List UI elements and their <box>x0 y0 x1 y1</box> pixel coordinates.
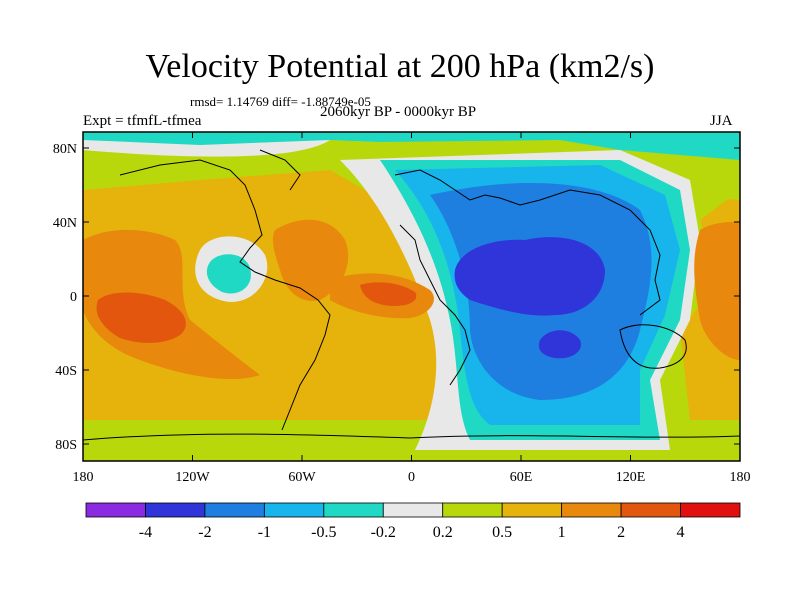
lat-label: 0 <box>70 290 77 305</box>
colorbar-label: 1 <box>558 524 566 541</box>
plot-title: Velocity Potential at 200 hPa (km2/s) <box>145 48 655 85</box>
colorbar-swatch <box>382 502 444 518</box>
lon-label: 180 <box>730 470 751 485</box>
colorbar-swatch <box>323 502 384 518</box>
latitude-axis: 80N 40N 0 40S 80S <box>53 142 740 453</box>
colorbar-swatch <box>263 502 325 518</box>
colorbar-swatch <box>561 502 622 518</box>
indian-ocean-neg2 <box>538 330 581 359</box>
eurasia-coast <box>394 169 661 316</box>
lon-label: 0 <box>408 470 415 485</box>
colorbar-label: -1 <box>258 524 271 541</box>
colorbar-label: 4 <box>677 524 685 541</box>
rmsd-diff-stats: rmsd= 1.14769 diff= -1.88749e-05 <box>190 94 371 109</box>
asia-neg2 <box>454 237 605 316</box>
colorbar-swatch <box>442 502 503 518</box>
colorbar-label: 2 <box>617 524 625 541</box>
lon-label: 60E <box>510 470 533 485</box>
coastlines <box>83 149 740 441</box>
season-label: JJA <box>710 113 733 129</box>
colorbar-swatch <box>680 502 741 518</box>
colorbar-swatch <box>145 502 206 518</box>
contour-field <box>83 132 740 461</box>
pacific-pos4 <box>96 292 186 343</box>
colorbar: -4 -2 -1 -0.5 -0.2 0.2 0.5 1 2 4 <box>85 502 741 541</box>
atlantic-pos4 <box>360 282 417 306</box>
colorbar-label: -0.2 <box>371 524 396 541</box>
longitude-axis: 180 120W 60W 0 60E 120E 180 <box>73 132 751 485</box>
colorbar-swatch <box>85 502 146 518</box>
americas-coast <box>119 159 331 431</box>
lat-label: 80S <box>55 438 77 453</box>
colorbar-label: 0.2 <box>433 524 453 541</box>
colorbar-swatch <box>501 502 563 518</box>
lon-label: 120W <box>175 470 210 485</box>
lat-label: 40N <box>53 216 77 231</box>
antarctica-coast <box>83 433 740 441</box>
lon-label: 180 <box>73 470 94 485</box>
lon-label: 60W <box>288 470 316 485</box>
australia-coast <box>619 324 687 369</box>
colorbar-label: 0.5 <box>492 524 512 541</box>
colorbar-swatch <box>204 502 265 518</box>
band-north-neg02 <box>83 132 740 160</box>
greenland-coast <box>259 149 301 191</box>
colorbar-label: -0.5 <box>311 524 336 541</box>
pacific-neg02-cell <box>206 254 251 294</box>
period-label: 2060kyr BP - 0000kyr BP <box>320 104 477 120</box>
colorbar-label: -2 <box>198 524 211 541</box>
colorbar-label: -4 <box>139 524 152 541</box>
lat-label: 80N <box>53 142 77 157</box>
west-pacific-pos2 <box>694 221 740 360</box>
lat-label: 40S <box>55 364 77 379</box>
experiment-label: Expt = tfmfL-tfmea <box>83 113 202 129</box>
africa-coast <box>399 224 471 386</box>
atlantic-pos2-west <box>272 219 349 301</box>
colorbar-swatch <box>620 502 681 518</box>
lon-label: 120E <box>616 470 646 485</box>
